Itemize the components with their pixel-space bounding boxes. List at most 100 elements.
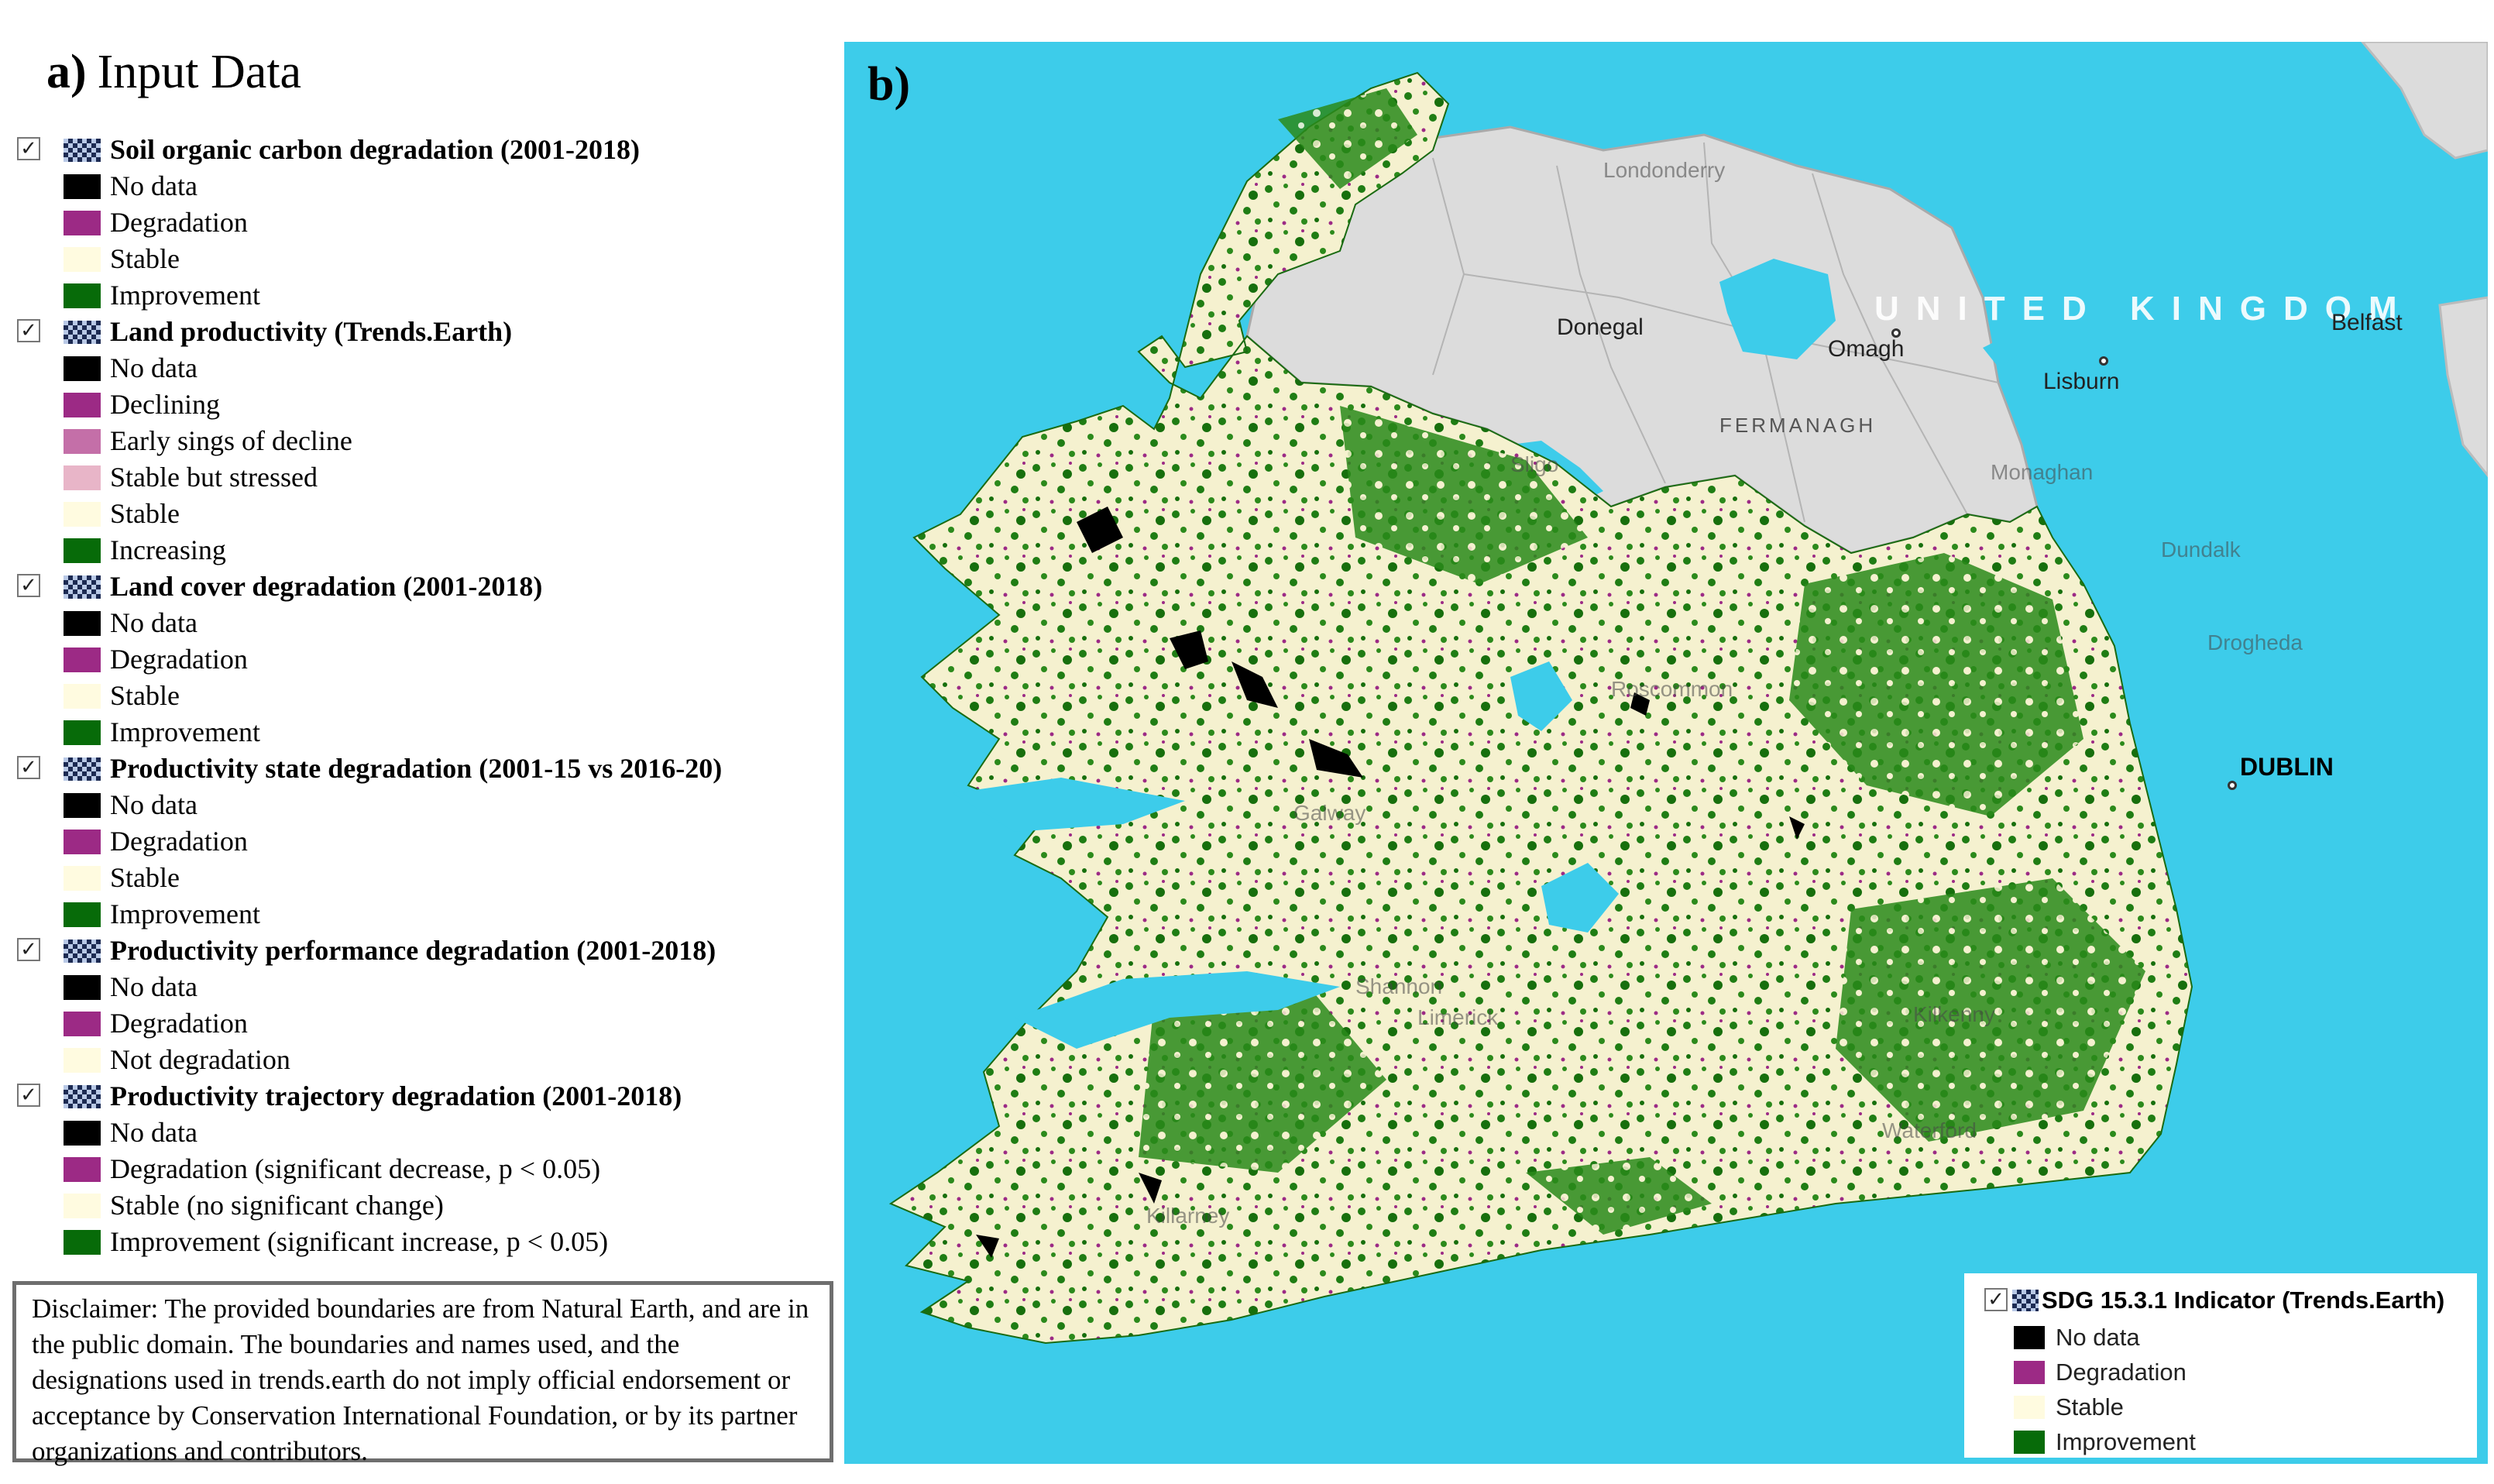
map-legend: ✓ SDG 15.3.1 Indicator (Trends.Earth) No… xyxy=(1964,1273,2477,1458)
place-shannon: Shannon xyxy=(1355,974,1443,998)
place-dundalk: Dundalk xyxy=(2161,538,2241,562)
legend-entry: Degradation xyxy=(15,204,836,241)
layer-checkbox[interactable]: ✓ xyxy=(17,319,40,342)
legend-swatch xyxy=(64,648,101,672)
legend-swatch xyxy=(64,174,101,199)
legend-entry: No data xyxy=(15,787,836,823)
legend-swatch xyxy=(64,211,101,235)
layer-title: Soil organic carbon degradation (2001-20… xyxy=(110,134,640,165)
legend-swatch xyxy=(64,283,101,308)
input-data-panel: a) Input Data ✓ Soil organic carbon degrad… xyxy=(0,0,844,1484)
legend-entry: Degradation (significant decrease, p < 0… xyxy=(15,1151,836,1187)
legend-swatch xyxy=(64,1157,101,1182)
legend-entry: No data xyxy=(15,969,836,1005)
place-galway: Galway xyxy=(1293,801,1366,825)
layer-header[interactable]: ✓ Land cover degradation (2001-2018) xyxy=(15,569,836,605)
place-londonderry: Londonderry xyxy=(1603,158,1726,182)
legend-label: Not degradation xyxy=(110,1044,290,1075)
sdg-layer-header[interactable]: ✓ SDG 15.3.1 Indicator (Trends.Earth) xyxy=(1975,1283,2471,1319)
legend-label: Degradation xyxy=(110,207,248,238)
scotland-peninsula xyxy=(2438,296,2488,478)
legend-entry: Improvement xyxy=(15,277,836,314)
layer-checkbox[interactable]: ✓ xyxy=(17,1084,40,1107)
legend-label: Degradation xyxy=(110,644,248,675)
legend-entry: Degradation xyxy=(15,823,836,860)
map-legend-entry: Degradation xyxy=(1975,1355,2440,1391)
legend-swatch xyxy=(64,502,101,527)
layer-list: ✓ Soil organic carbon degradation (2001-2… xyxy=(15,132,836,1260)
disclaimer-box: Disclaimer: The provided boundaries are … xyxy=(12,1281,833,1466)
layer-header[interactable]: ✓ Productivity performance degradation (2… xyxy=(15,933,836,969)
legend-swatch xyxy=(64,720,101,745)
legend-label: No data xyxy=(110,352,198,383)
legend-label: Stable xyxy=(110,243,180,274)
layer-header[interactable]: ✓ Land productivity (Trends.Earth) xyxy=(15,314,836,350)
raster-layer-icon xyxy=(64,139,101,162)
legend-entry: Stable xyxy=(15,241,836,277)
raster-layer-icon xyxy=(64,575,101,599)
layer-title: Land productivity (Trends.Earth) xyxy=(110,316,513,347)
place-killarney: Killarney xyxy=(1146,1204,1230,1228)
omagh-dot xyxy=(1891,328,1901,338)
layer-checkbox[interactable]: ✓ xyxy=(17,756,40,779)
legend-label: No data xyxy=(110,607,198,638)
legend-swatch xyxy=(2014,1326,2045,1349)
map-canvas[interactable] xyxy=(844,42,2488,1464)
layer-header[interactable]: ✓ Productivity state degradation (2001-15… xyxy=(15,751,836,787)
panel-b-label: b) xyxy=(867,58,911,111)
legend-swatch xyxy=(2014,1396,2045,1419)
legend-entry: No data xyxy=(15,350,836,386)
legend-entry: No data xyxy=(15,605,836,641)
layer-title: Productivity trajectory degradation (200… xyxy=(110,1080,682,1111)
panel-a-title: a) Input Data xyxy=(46,45,301,100)
legend-entry: Improvement xyxy=(15,896,836,933)
legend-label: Improvement xyxy=(110,716,260,747)
legend-entry: Stable xyxy=(15,860,836,896)
lough-neagh xyxy=(1719,259,1836,359)
legend-entry: Stable (no significant change) xyxy=(15,1187,836,1224)
place-omagh: Omagh xyxy=(1828,336,1905,362)
sdg-layer-title: SDG 15.3.1 Indicator (Trends.Earth) xyxy=(2042,1286,2445,1314)
legend-entry: Stable xyxy=(15,678,836,714)
legend-entry: Stable xyxy=(15,496,836,532)
legend-label: Declining xyxy=(110,389,220,420)
map-legend-entry: Stable xyxy=(1975,1390,2440,1426)
lakes xyxy=(1510,661,1619,933)
legend-swatch xyxy=(64,1048,101,1073)
legend-label: Early sings of decline xyxy=(110,425,352,456)
legend-swatch xyxy=(64,1121,101,1146)
legend-entry: Improvement xyxy=(15,714,836,751)
legend-entry: Not degradation xyxy=(15,1042,836,1078)
legend-label: Improvement xyxy=(110,280,260,311)
legend-swatch xyxy=(64,393,101,417)
legend-label: Improvement xyxy=(110,898,260,929)
legend-entry: Stable but stressed xyxy=(15,459,836,496)
legend-label: Stable xyxy=(110,498,180,529)
legend-swatch xyxy=(64,866,101,891)
layer-header[interactable]: ✓ Soil organic carbon degradation (2001-2… xyxy=(15,132,836,168)
layer-checkbox[interactable]: ✓ xyxy=(17,938,40,961)
lough-belfast xyxy=(1983,336,2018,367)
legend-label: Stable xyxy=(110,862,180,893)
legend-swatch xyxy=(64,1230,101,1255)
map-panel[interactable]: b) Londonderry UNITED KINGDOM Donegal Om… xyxy=(844,42,2488,1464)
place-kilkenny: Kilkenny xyxy=(1913,1002,1995,1026)
layer-header[interactable]: ✓ Productivity trajectory degradation (20… xyxy=(15,1078,836,1115)
legend-swatch xyxy=(2014,1361,2045,1384)
place-monaghan: Monaghan xyxy=(1991,460,2094,484)
place-lisburn: Lisburn xyxy=(2043,369,2120,394)
panel-a-heading: Input Data xyxy=(97,46,302,98)
panel-a-label: a) xyxy=(46,46,87,98)
legend-entry: Declining xyxy=(15,386,836,423)
legend-entry: Degradation xyxy=(15,641,836,678)
place-waterford: Waterford xyxy=(1882,1118,1977,1142)
sdg-layer-checkbox[interactable]: ✓ xyxy=(1984,1288,2008,1311)
dublin-dot xyxy=(2228,781,2237,790)
legend-swatch xyxy=(64,975,101,1000)
layer-checkbox[interactable]: ✓ xyxy=(17,574,40,597)
layer-checkbox[interactable]: ✓ xyxy=(17,137,40,160)
place-united-kingdom: UNITED KINGDOM xyxy=(1874,290,2414,328)
lisburn-dot xyxy=(2099,356,2108,366)
great-britain-landmass xyxy=(2361,42,2488,160)
legend-entry: Increasing xyxy=(15,532,836,569)
